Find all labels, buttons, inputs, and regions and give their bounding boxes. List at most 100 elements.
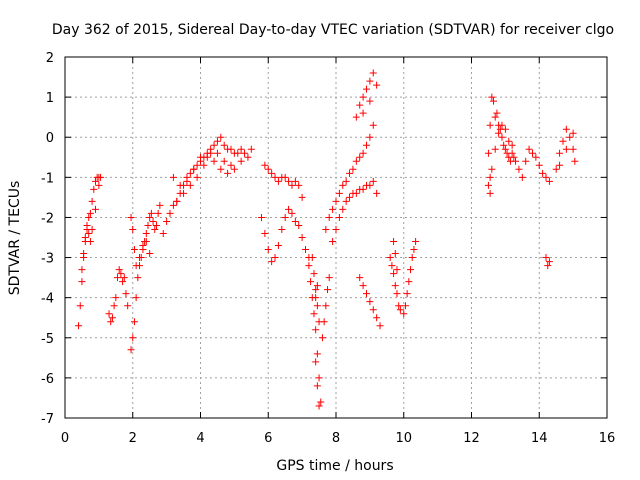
data-point bbox=[484, 181, 492, 189]
data-point bbox=[308, 254, 316, 262]
data-point bbox=[396, 306, 404, 314]
data-point bbox=[373, 189, 381, 197]
data-point bbox=[224, 169, 232, 177]
data-point bbox=[139, 242, 147, 250]
data-point bbox=[501, 125, 509, 133]
data-point bbox=[78, 266, 86, 274]
data-point bbox=[329, 205, 337, 213]
data-point bbox=[322, 302, 330, 310]
data-point bbox=[373, 314, 381, 322]
data-point bbox=[391, 282, 399, 290]
data-point bbox=[486, 189, 494, 197]
data-point bbox=[412, 238, 420, 246]
data-point bbox=[313, 302, 321, 310]
data-point bbox=[134, 274, 142, 282]
data-point bbox=[244, 153, 252, 161]
data-point bbox=[151, 225, 159, 233]
data-point bbox=[264, 165, 272, 173]
x-tick-label: 14 bbox=[531, 431, 548, 446]
data-point bbox=[486, 173, 494, 181]
data-point bbox=[352, 157, 360, 165]
data-point bbox=[281, 173, 289, 181]
data-point bbox=[130, 318, 138, 326]
grid bbox=[65, 57, 607, 418]
data-point bbox=[313, 350, 321, 358]
x-tick-label: 6 bbox=[264, 431, 272, 446]
data-point bbox=[197, 157, 204, 165]
data-point bbox=[505, 137, 513, 145]
data-point bbox=[545, 177, 553, 185]
data-point bbox=[193, 173, 201, 181]
data-point bbox=[227, 161, 235, 169]
data-point bbox=[495, 129, 503, 137]
data-point bbox=[220, 141, 228, 149]
data-point bbox=[234, 149, 242, 157]
data-point bbox=[310, 270, 318, 278]
data-point bbox=[203, 153, 211, 161]
data-point bbox=[176, 181, 184, 189]
x-tick-label: 8 bbox=[332, 431, 340, 446]
data-point bbox=[532, 153, 540, 161]
y-tick-label: -6 bbox=[41, 372, 54, 387]
data-point bbox=[400, 310, 408, 318]
data-point bbox=[237, 145, 245, 153]
data-point bbox=[291, 177, 299, 185]
data-point bbox=[86, 238, 94, 246]
data-point bbox=[312, 326, 320, 334]
data-point bbox=[110, 302, 118, 310]
data-point bbox=[313, 382, 321, 390]
data-point bbox=[107, 318, 115, 326]
data-point bbox=[388, 262, 396, 270]
data-point bbox=[95, 181, 103, 189]
data-point bbox=[376, 322, 384, 330]
y-tick-label: 1 bbox=[46, 91, 54, 106]
data-point bbox=[274, 177, 282, 185]
data-point bbox=[278, 225, 286, 233]
data-point bbox=[241, 149, 249, 157]
data-point bbox=[488, 93, 496, 101]
y-axis-label: SDTVAR / TECUs bbox=[7, 181, 23, 296]
data-point bbox=[302, 246, 310, 254]
data-point bbox=[366, 77, 374, 85]
data-point bbox=[76, 302, 84, 310]
y-tick-label: -3 bbox=[41, 252, 54, 267]
data-point bbox=[498, 133, 506, 141]
x-tick-label: 12 bbox=[463, 431, 480, 446]
data-point bbox=[129, 225, 137, 233]
data-point bbox=[556, 161, 564, 169]
data-point bbox=[122, 290, 130, 298]
data-point bbox=[369, 69, 377, 77]
data-point bbox=[362, 290, 370, 298]
data-point bbox=[127, 213, 135, 221]
data-point bbox=[114, 274, 122, 282]
data-point bbox=[525, 145, 533, 153]
data-point bbox=[349, 165, 357, 173]
data-point bbox=[352, 189, 360, 197]
data-point bbox=[91, 205, 99, 213]
data-point bbox=[268, 169, 276, 177]
data-point bbox=[210, 157, 218, 165]
data-point bbox=[124, 302, 132, 310]
data-point bbox=[193, 161, 201, 169]
data-point bbox=[369, 306, 377, 314]
data-point bbox=[356, 101, 364, 109]
data-point bbox=[510, 153, 518, 161]
data-point bbox=[268, 258, 276, 266]
data-point bbox=[325, 274, 333, 282]
data-point bbox=[324, 286, 332, 294]
data-point bbox=[183, 173, 191, 181]
data-point bbox=[491, 113, 499, 121]
data-point bbox=[78, 278, 86, 286]
x-tick-label: 0 bbox=[61, 431, 69, 446]
x-tick-label: 10 bbox=[395, 431, 412, 446]
data-point bbox=[486, 121, 494, 129]
data-point bbox=[395, 302, 403, 310]
data-points bbox=[75, 69, 579, 410]
data-point bbox=[366, 133, 374, 141]
x-tick-label: 4 bbox=[196, 431, 204, 446]
data-point bbox=[159, 229, 167, 237]
data-point bbox=[569, 145, 577, 153]
data-point bbox=[186, 181, 194, 189]
data-point bbox=[401, 302, 409, 310]
